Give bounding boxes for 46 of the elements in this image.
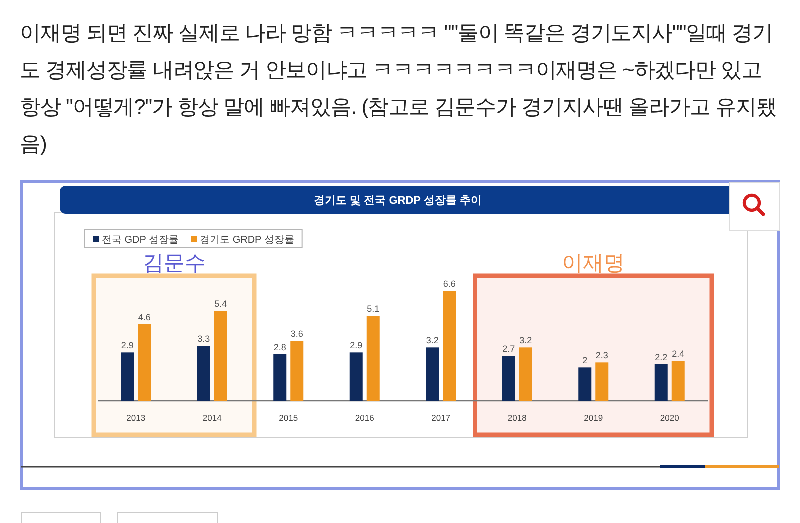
bar: [121, 352, 134, 401]
bar: [596, 362, 609, 401]
bar: [672, 361, 685, 401]
bar: [274, 354, 287, 401]
data-label: 2.4: [672, 349, 685, 359]
band-label: 이재명: [562, 252, 626, 275]
x-tick-label: 2020: [660, 413, 680, 423]
data-label: 2.9: [350, 340, 363, 351]
data-label: 2: [582, 356, 588, 366]
data-label: 2.2: [655, 352, 668, 362]
x-tick-label: 2016: [355, 413, 375, 423]
bar: [578, 368, 592, 401]
legend-label: 전국 GDP 성장률: [102, 235, 180, 246]
bar: [138, 324, 152, 401]
bar: [197, 346, 210, 401]
data-label: 2.7: [502, 344, 516, 354]
bar: [426, 348, 440, 401]
data-label: 6.6: [443, 279, 456, 289]
data-label: 3.3: [198, 334, 210, 344]
data-label: 3.2: [426, 336, 439, 346]
data-label: 5.4: [214, 299, 228, 309]
text: 이재명 되면 진짜 실제로 나라 망함 ㅋㅋㅋㅋㅋ ""둘이 똑같은 경기도지사""일때 경기도 경제성장률 내려앉은 거 안보이냐고 ㅋㅋㅋㅋㅋㅋㅋㅋ이재명은 ~하겠다만 있고 항상 "어떻게?"가 항상 말에 빠져있음. (참고로 김문수가 경기지사땐 올라가고 유지됐음): [20, 21, 778, 158]
bar: [443, 291, 456, 401]
data-label: 2.3: [596, 350, 608, 361]
x-tick-label: 2013: [126, 413, 146, 423]
data-label: 5.1: [367, 304, 380, 314]
x-tick-label: 2017: [432, 413, 451, 423]
band-label: 김문수: [142, 252, 206, 275]
data-label: 3.2: [520, 336, 532, 346]
x-tick-label: 2018: [508, 413, 528, 423]
bar: [519, 348, 532, 401]
x-tick-label: 2015: [279, 413, 298, 423]
data-label: 4.6: [138, 312, 151, 322]
bar: [290, 341, 304, 401]
chart-title: 경기도 및 전국 GRDP 성장률 추이: [314, 195, 482, 207]
x-tick-label: 2019: [584, 413, 604, 423]
data-label: 3.6: [290, 329, 304, 339]
bar: [502, 356, 516, 401]
bar: [214, 311, 228, 401]
bar: [350, 352, 363, 401]
legend-label: 경기도 GRDP 성장률: [200, 235, 294, 246]
data-label: 2.8: [274, 342, 286, 352]
data-label: 2.9: [121, 340, 134, 351]
bar: [366, 316, 380, 401]
bar: [654, 364, 668, 401]
x-tick-label: 2014: [202, 413, 222, 423]
